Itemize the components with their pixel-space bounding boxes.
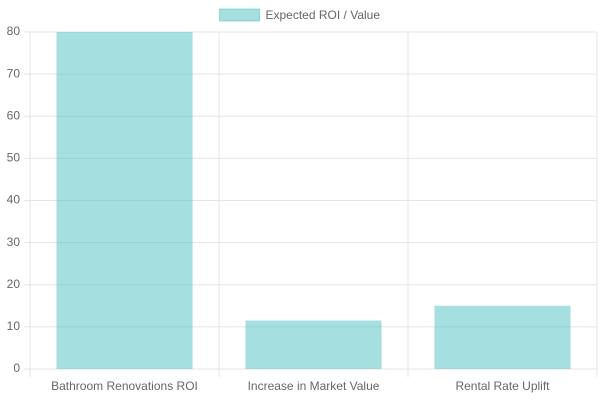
y-tick-label: 50 <box>7 151 21 165</box>
y-tick-label: 70 <box>7 66 21 80</box>
y-tick-label: 0 <box>13 361 20 375</box>
bar <box>434 305 571 369</box>
x-tick-label: Rental Rate Uplift <box>455 379 550 393</box>
y-tick-label: 20 <box>7 277 21 291</box>
y-tick-label: 40 <box>7 193 21 207</box>
bar <box>245 320 382 369</box>
y-tick-label: 30 <box>7 235 21 249</box>
bar <box>56 32 193 369</box>
legend-label: Expected ROI / Value <box>266 8 381 22</box>
x-tick-label: Bathroom Renovations ROI <box>51 379 198 393</box>
x-tick-label: Increase in Market Value <box>248 379 380 393</box>
y-tick-label: 80 <box>7 24 21 38</box>
y-tick-label: 10 <box>7 319 21 333</box>
legend-swatch <box>219 8 260 22</box>
y-tick-label: 60 <box>7 108 21 122</box>
